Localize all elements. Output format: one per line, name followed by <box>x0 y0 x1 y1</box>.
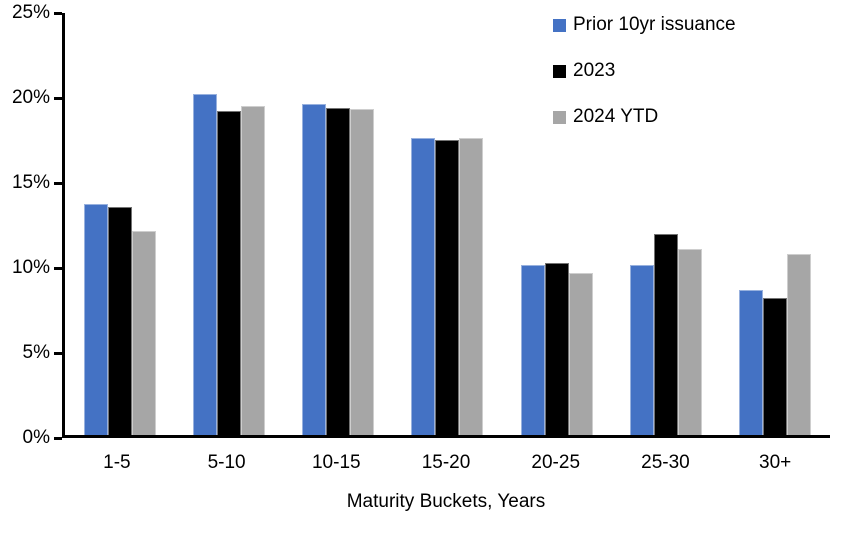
x-tick-label-15-20: 15-20 <box>421 452 471 473</box>
bar-2024-ytd-30+ <box>787 254 812 435</box>
y-tick-mark <box>54 12 62 15</box>
bar-prior-10yr-issuance-20-25 <box>520 264 545 435</box>
bar-prior-10yr-issuance-25-30 <box>630 264 655 435</box>
bar-group-10-15 <box>284 13 393 435</box>
legend-marker-2024-ytd <box>553 110 566 124</box>
y-tick-label-0: 0% <box>22 427 50 448</box>
legend-label-prior-10yr-issuance: Prior 10yr issuance <box>573 14 736 35</box>
bar-2023-15-20 <box>435 139 460 435</box>
x-tick-label-5-10: 5-10 <box>207 452 246 473</box>
y-tick-label-20: 20% <box>11 87 50 108</box>
y-tick-mark <box>54 97 62 100</box>
y-tick-mark <box>54 352 62 355</box>
bar-group-15-20 <box>393 13 502 435</box>
bar-2024-ytd-25-30 <box>678 249 703 435</box>
y-tick-label-15: 15% <box>11 172 50 193</box>
legend-label-2023: 2023 <box>573 60 616 81</box>
legend-item-2024-ytd: 2024 YTD <box>553 107 736 127</box>
bar-prior-10yr-issuance-15-20 <box>411 137 436 435</box>
bar-prior-10yr-issuance-10-15 <box>302 104 327 435</box>
y-tick-mark <box>54 182 62 185</box>
y-tick-label-25: 25% <box>11 2 50 23</box>
x-tick-label-25-30: 25-30 <box>641 452 690 473</box>
bar-2024-ytd-20-25 <box>568 272 593 435</box>
x-tick-label-10-15: 10-15 <box>311 452 361 473</box>
y-tick-label-5: 5% <box>22 342 50 363</box>
bar-2023-10-15 <box>326 107 351 435</box>
bar-2024-ytd-15-20 <box>459 137 484 435</box>
legend-label-2024-ytd: 2024 YTD <box>573 106 659 127</box>
bar-prior-10yr-issuance-30+ <box>739 289 764 435</box>
legend-marker-prior-10yr-issuance <box>553 18 566 32</box>
bar-2023-5-10 <box>216 110 241 435</box>
y-tick-mark <box>54 267 62 270</box>
bar-2024-ytd-10-15 <box>350 109 375 435</box>
bar-2023-25-30 <box>654 234 679 435</box>
bar-2024-ytd-1-5 <box>131 230 156 435</box>
legend: Prior 10yr issuance 2023 2024 YTD <box>553 15 736 127</box>
x-tick-label-1-5: 1-5 <box>103 452 131 473</box>
x-axis: 1-5 5-10 10-15 15-20 20-25 25-30 30+ <box>62 452 830 474</box>
y-tick-label-10: 10% <box>11 257 50 278</box>
legend-item-2023: 2023 <box>553 61 736 81</box>
bar-group-25-30 <box>611 13 720 435</box>
bar-prior-10yr-issuance-5-10 <box>192 94 217 435</box>
bar-2023-30+ <box>763 298 788 435</box>
bar-group-5-10 <box>174 13 283 435</box>
plot-area <box>62 13 830 438</box>
legend-marker-2023 <box>553 64 566 78</box>
bar-2023-20-25 <box>544 262 569 435</box>
bar-group-20-25 <box>502 13 611 435</box>
y-tick-mark <box>54 437 62 440</box>
bar-2024-ytd-5-10 <box>240 105 265 435</box>
bar-2023-1-5 <box>107 207 132 435</box>
bar-prior-10yr-issuance-1-5 <box>83 203 108 435</box>
x-axis-title: Maturity Buckets, Years <box>346 491 546 512</box>
x-tick-label-30+: 30+ <box>759 452 792 473</box>
bar-group-30+ <box>721 13 830 435</box>
x-tick-label-20-25: 20-25 <box>531 452 581 473</box>
bar-group-1-5 <box>65 13 174 435</box>
legend-item-prior-10yr-issuance: Prior 10yr issuance <box>553 15 736 35</box>
y-axis: 0% 5% 10% 15% 20% 25% <box>0 0 62 534</box>
